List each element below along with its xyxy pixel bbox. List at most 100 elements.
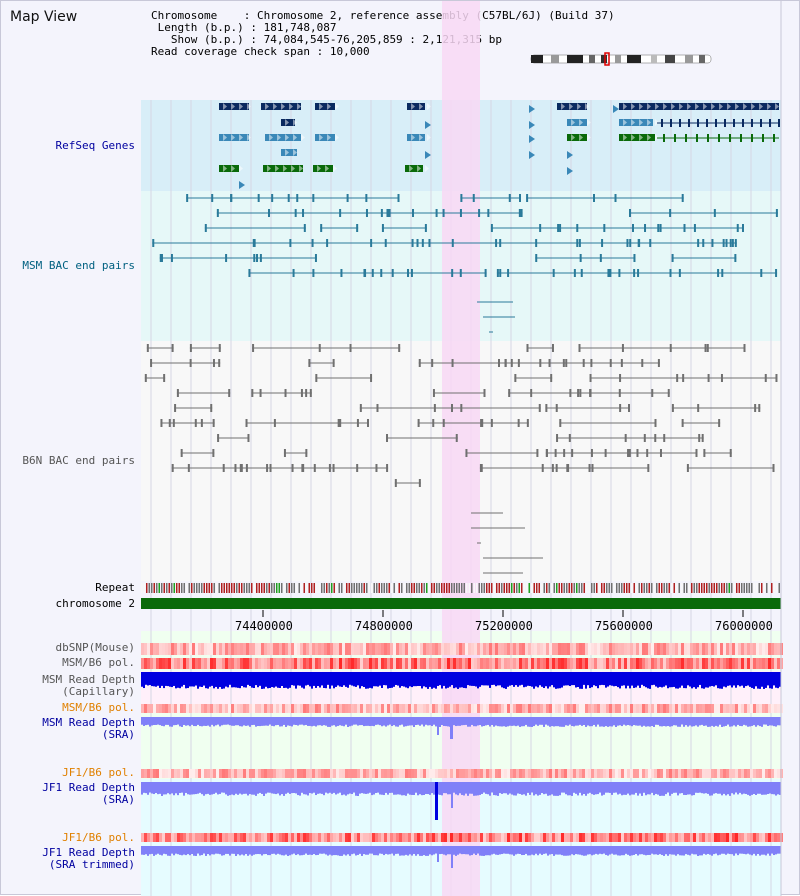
jf1-pol-cell — [339, 769, 342, 778]
msm-depth-sra-bar — [567, 717, 569, 726]
msm-depth-sra-bar — [665, 717, 667, 727]
label-refseq-genes[interactable]: RefSeq Genes — [55, 139, 135, 152]
msm-depth-sra-bar — [297, 717, 299, 726]
jf1-pol-cell — [390, 769, 393, 778]
jf1-pol-trimmed-cell — [699, 833, 702, 842]
msm-pol-density-cell — [198, 658, 201, 669]
repeat-element — [628, 583, 630, 593]
jf1-pol-cell — [534, 769, 537, 778]
jf1-depth-trimmed-bar — [321, 846, 323, 854]
repeat-element — [278, 583, 280, 593]
msm-depth-sra-bar — [243, 717, 245, 726]
msm-pol-sra-cell — [528, 704, 531, 713]
b6n-bac-pair-end — [337, 419, 340, 427]
jf1-depth-sra-bar — [433, 782, 435, 795]
jf1-depth-sra-bar — [443, 782, 445, 794]
refseq-gene — [407, 103, 425, 110]
jf1-pol-cell — [447, 769, 450, 778]
jf1-depth-trimmed-bar — [481, 846, 483, 856]
msm-depth-sra-bar — [421, 717, 423, 725]
jf1-depth-trimmed-bar — [521, 846, 523, 856]
msm-pol-sra-cell — [264, 704, 267, 713]
jf1-pol-trimmed-cell — [639, 833, 642, 842]
msm-depth-sra-bar — [229, 717, 231, 726]
msm-depth-capillary-bar — [463, 672, 465, 688]
jf1-depth-sra-bar — [267, 782, 269, 793]
msm-depth-capillary-bar — [563, 672, 565, 686]
msm-depth-capillary-bar — [309, 672, 311, 687]
msm-pol-sra-cell — [366, 704, 369, 713]
msm-bac-pair-end — [211, 194, 214, 202]
jf1-pol-trimmed-cell — [507, 833, 510, 842]
jf1-depth-trimmed-bar — [145, 846, 147, 855]
msm-depth-sra-bar — [237, 717, 239, 726]
jf1-depth-trimmed-bar — [263, 846, 265, 855]
msm-depth-sra-bar — [199, 717, 201, 727]
jf1-depth-trimmed-bar — [443, 846, 445, 855]
jf1-pol-trimmed-cell — [372, 833, 375, 842]
refseq-gene — [619, 134, 655, 141]
msm-pol-density-cell — [144, 658, 147, 669]
msm-depth-sra-bar — [663, 717, 665, 727]
strand-arrow — [285, 119, 289, 126]
msm-depth-capillary-bar — [571, 672, 573, 686]
msm-depth-sra-bar — [733, 717, 735, 726]
jf1-depth-sra-bar — [323, 782, 325, 796]
jf1-pol-cell — [237, 769, 240, 778]
jf1-depth-sra-bar — [253, 782, 255, 795]
jf1-depth-sra-bar — [147, 782, 149, 795]
msm-pol-density-cell — [516, 658, 519, 669]
repeat-element — [326, 583, 328, 593]
msm-depth-sra-bar — [167, 717, 169, 725]
refseq-exon — [762, 134, 764, 142]
jf1-pol-cell — [591, 769, 594, 778]
jf1-depth-sra-bar — [145, 782, 147, 794]
msm-depth-capillary-bar — [487, 672, 489, 686]
msm-pol-sra-cell — [267, 704, 270, 713]
jf1-depth-sra-bar — [749, 782, 751, 796]
msm-pol-sra-cell — [420, 704, 423, 713]
jf1-pol-trimmed-cell — [564, 833, 567, 842]
msm-depth-sra-bar — [363, 717, 365, 727]
strand-arrow — [319, 134, 323, 141]
repeat-element — [571, 583, 573, 593]
strand-arrow — [571, 119, 575, 126]
jf1-pol-cell — [639, 769, 642, 778]
msm-bac-pair-end — [578, 239, 581, 247]
msm-pol-density-cell — [624, 658, 627, 669]
b6n-bac-pair-end — [643, 434, 646, 442]
jf1-depth-sra-bar — [585, 782, 587, 796]
jf1-depth-trimmed-bar — [605, 846, 607, 855]
msm-depth-sra-bar — [347, 717, 349, 727]
repeat-element — [243, 583, 245, 593]
msm-depth-capillary-bar — [453, 672, 455, 689]
jf1-depth-trimmed-bar — [275, 846, 277, 855]
b6n-bac-pair-end — [144, 374, 147, 382]
jf1-pol-cell — [546, 769, 549, 778]
label-msm-bac[interactable]: MSM BAC end pairs — [22, 259, 135, 272]
msm-depth-sra-bar — [533, 717, 535, 727]
b6n-bac-pair-end — [247, 434, 250, 442]
msm-depth-capillary-bar — [297, 672, 299, 686]
jf1-depth-sra-bar — [413, 782, 415, 795]
msm-depth-capillary-bar — [179, 672, 181, 689]
dbsnp-density-cell — [717, 643, 720, 655]
repeat-element — [281, 583, 283, 593]
jf1-pol-trimmed-cell — [186, 833, 189, 842]
msm-depth-sra-bar — [739, 717, 741, 726]
dbsnp-density-cell — [372, 643, 375, 655]
dbsnp-density-cell — [405, 643, 408, 655]
msm-pol-sra-cell — [768, 704, 771, 713]
repeat-element — [158, 583, 160, 593]
msm-depth-capillary-bar — [315, 672, 317, 688]
msm-bac-pair-end — [416, 239, 419, 247]
jf1-depth-trimmed-bar — [193, 846, 195, 856]
jf1-pol-cell — [261, 769, 264, 778]
jf1-pol-cell — [381, 769, 384, 778]
msm-depth-capillary-bar — [581, 672, 583, 689]
strand-arrow — [289, 103, 293, 110]
label-b6n-bac[interactable]: B6N BAC end pairs — [22, 454, 135, 467]
msm-depth-sra-bar — [471, 717, 473, 725]
jf1-depth-trimmed-bar — [343, 846, 345, 855]
